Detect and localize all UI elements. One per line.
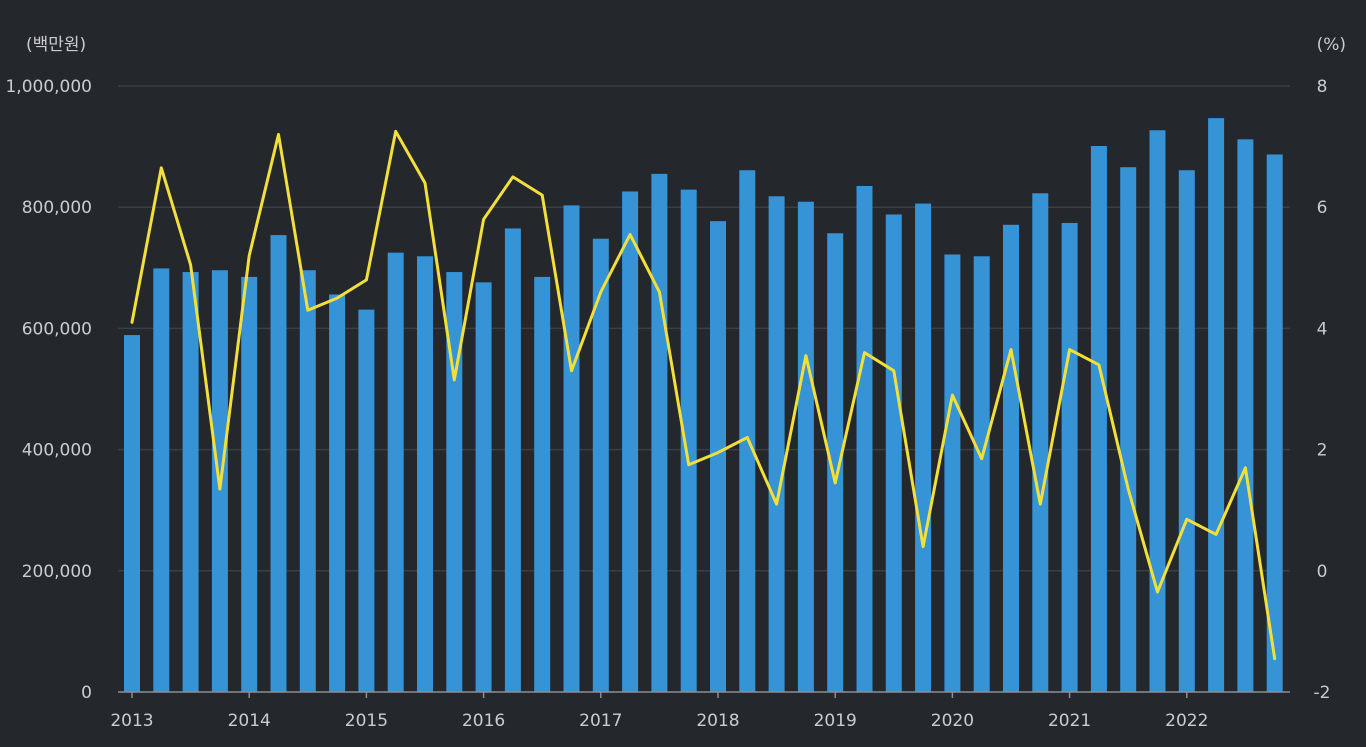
line-series-path [130,129,1277,661]
bar [299,270,316,692]
right-tick-label: 2 [1317,441,1328,461]
left-tick-label: 800,000 [22,198,92,218]
bar [973,256,990,692]
bar [124,335,140,692]
bar [797,201,814,692]
bar [446,272,463,692]
bar [182,272,199,692]
bar [241,276,258,692]
left-tick-label: 600,000 [22,319,92,339]
x-tick-label: 2021 [1048,711,1091,731]
bar [534,276,551,692]
x-tick-label: 2015 [345,711,388,731]
bar [1266,154,1283,692]
line-series [130,129,1277,661]
bar [1061,222,1078,692]
bar [680,189,697,692]
x-tick-label: 2016 [462,711,505,731]
bar [1149,130,1166,692]
bar [563,205,580,692]
grid-lines [118,85,1290,572]
bar [1032,193,1049,692]
bar [1237,139,1254,692]
bar [885,214,902,693]
bar [622,191,639,692]
right-tick-label: 0 [1317,562,1328,582]
x-tick-label: 2013 [110,711,153,731]
left-tick-label: 400,000 [22,441,92,461]
left-tick-label: 1,000,000 [5,77,92,97]
bar [1178,170,1195,692]
bar [739,170,756,692]
x-tick-label: 2018 [696,711,739,731]
bar [1090,145,1107,692]
right-tick-label: 6 [1317,198,1328,218]
bar [944,254,961,692]
bar [358,309,375,692]
bar [270,235,287,693]
bar [504,228,521,692]
bar [475,282,492,692]
bar [1208,118,1225,693]
x-tick-label: 2017 [579,711,622,731]
bar [827,233,844,692]
bar [915,203,932,692]
right-tick-label: 8 [1317,77,1328,97]
left-tick-label: 200,000 [22,562,92,582]
right-tick-label: -2 [1314,683,1331,703]
bar [417,256,433,692]
bar [710,221,726,692]
bar [1003,224,1019,693]
bar-series [124,118,1283,693]
left-tick-label: 0 [81,683,92,703]
bar [592,238,609,692]
bar [768,196,785,693]
bar [387,252,404,692]
right-tick-label: 4 [1317,319,1328,339]
bar [1120,167,1137,693]
bar [329,294,346,692]
axes: 0 200,000 400,000 600,000 800,000 1,000,000 -2… [5,77,1330,731]
bar [856,185,873,693]
bar [651,173,668,692]
x-tick-label: 2022 [1165,711,1208,731]
left-axis-unit: (백만원) [26,35,86,55]
right-axis-unit: (%) [1317,35,1346,55]
bar [153,268,170,692]
x-tick-label: 2020 [931,711,974,731]
x-tick-label: 2014 [228,711,271,731]
x-tick-label: 2019 [814,711,857,731]
